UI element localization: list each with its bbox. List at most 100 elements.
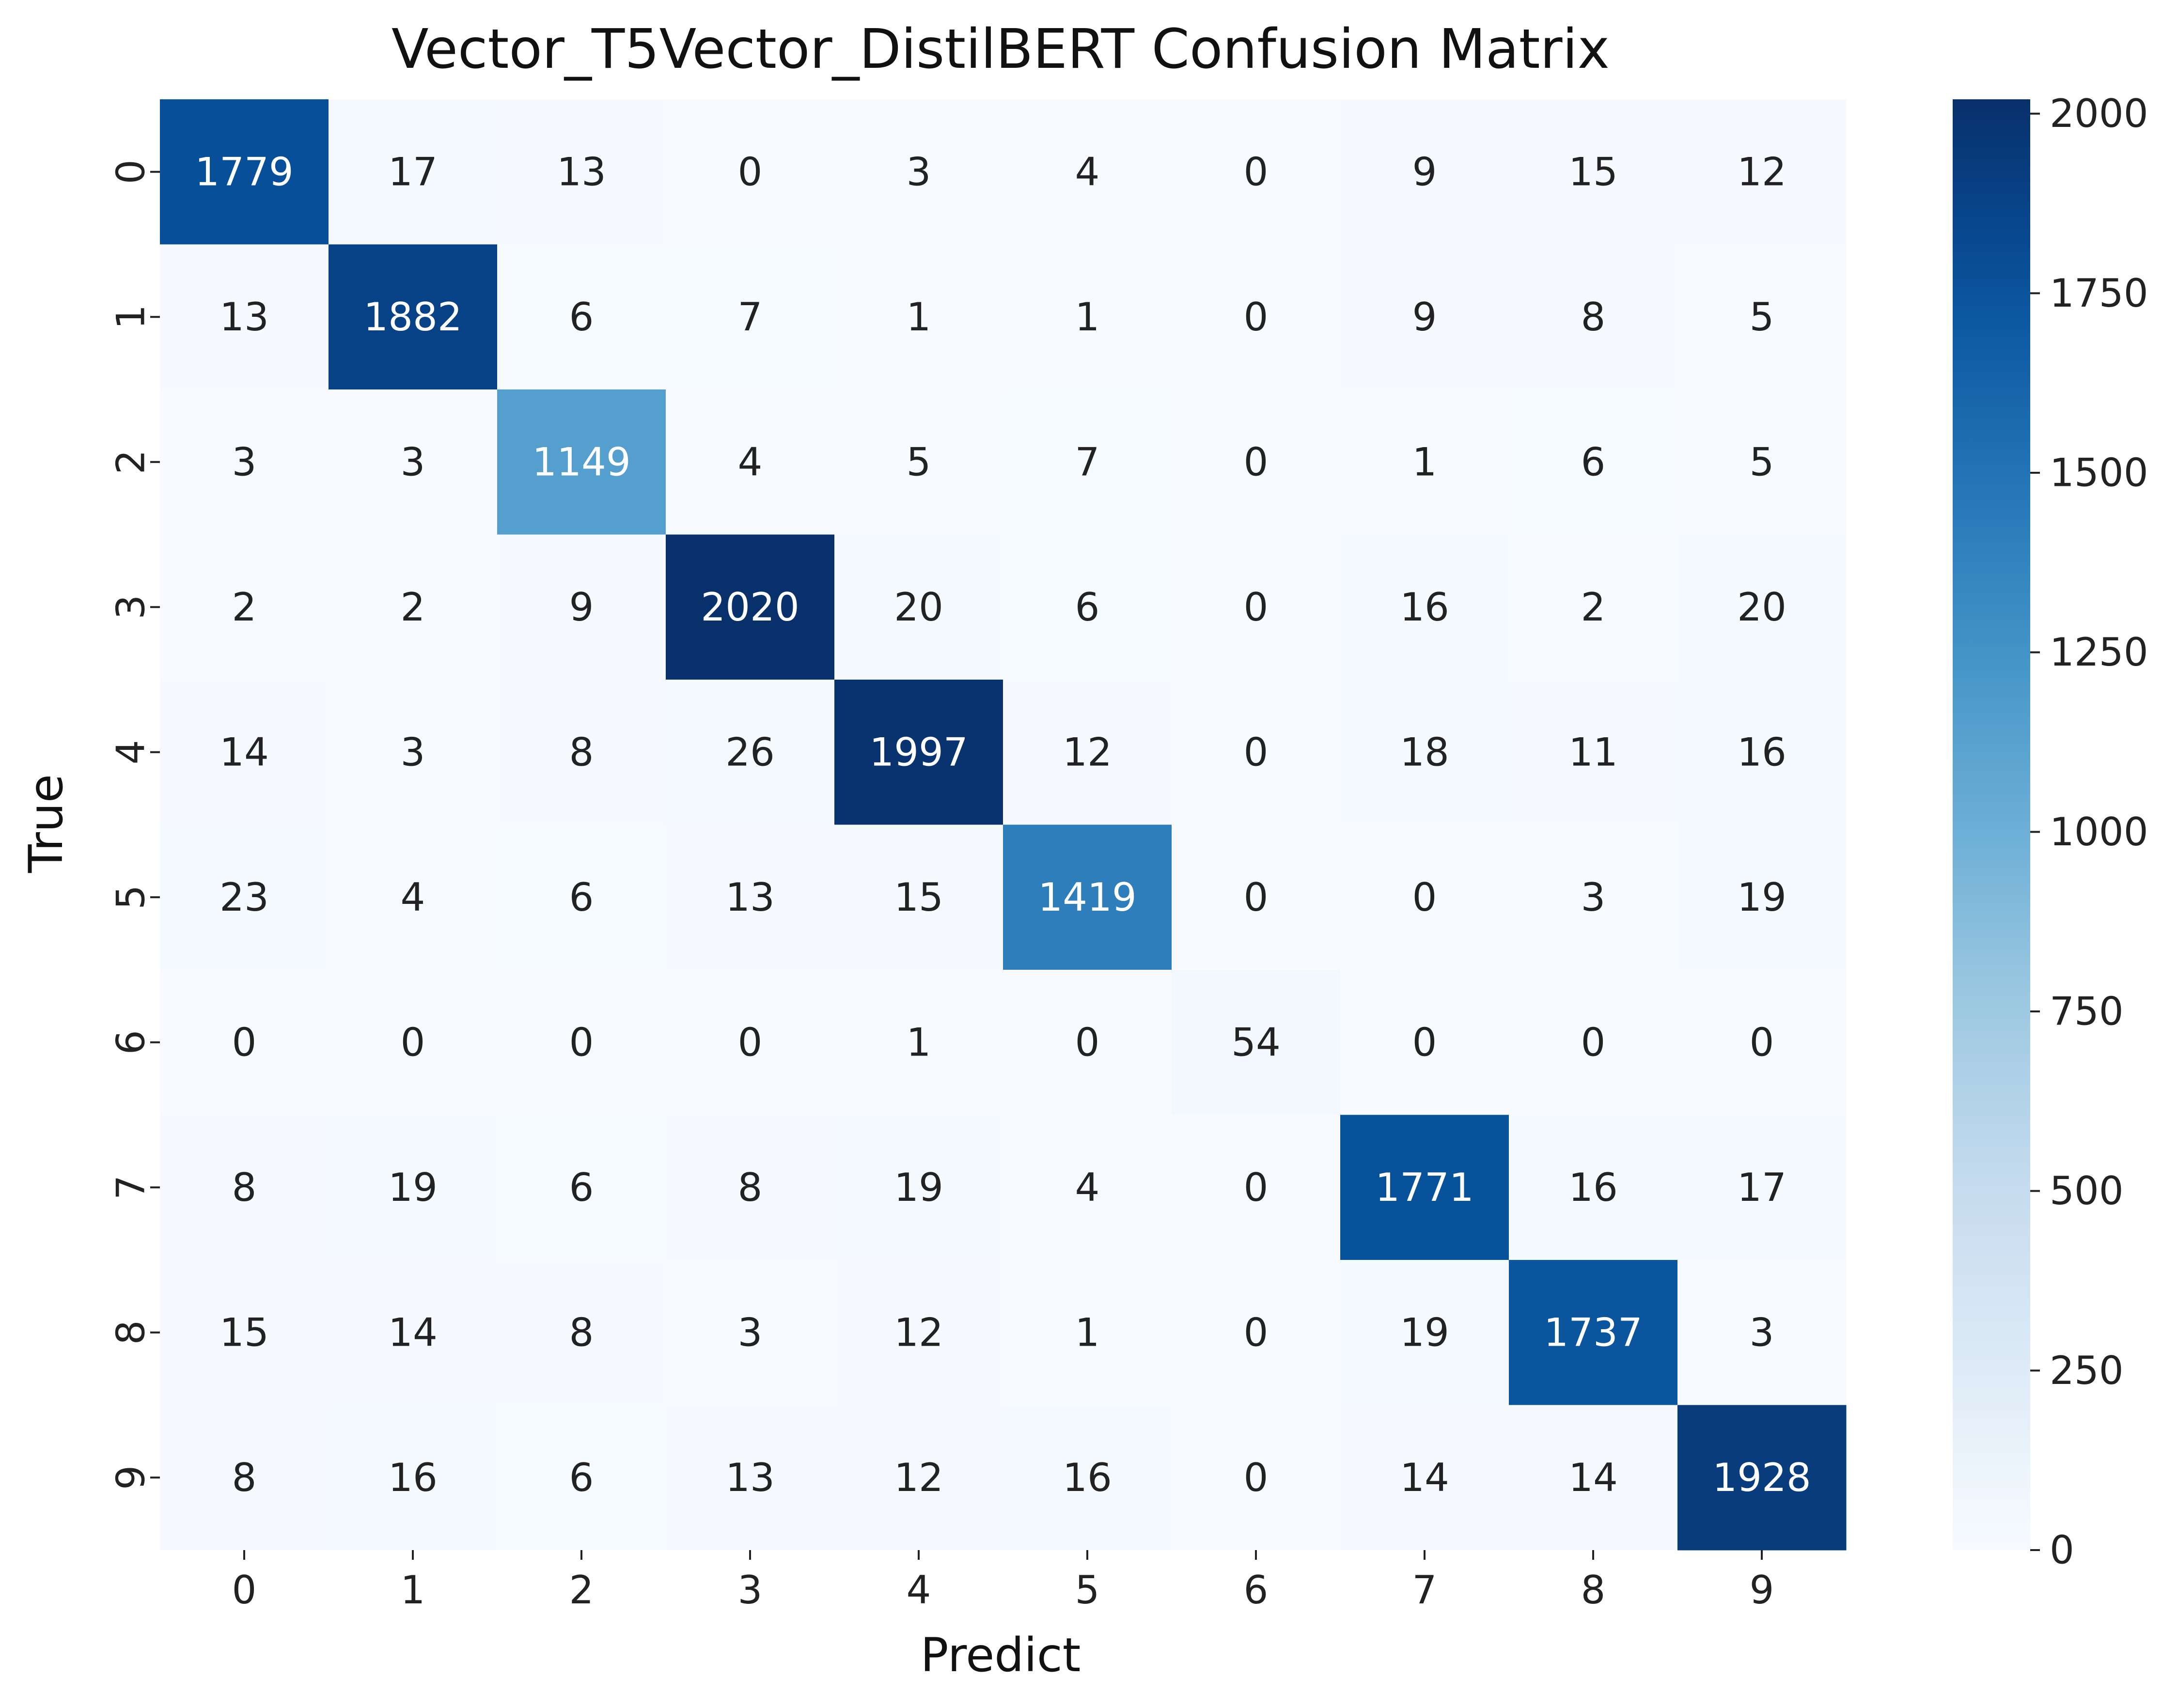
cell-value-6-3: 0 bbox=[738, 1020, 763, 1065]
cell-9-1 bbox=[329, 1405, 498, 1551]
cell-9-6 bbox=[1172, 1405, 1341, 1551]
cell-4-4 bbox=[834, 680, 1003, 825]
cell-7-2 bbox=[497, 1115, 666, 1260]
cell-value-2-0: 3 bbox=[232, 439, 257, 484]
cell-value-6-9: 0 bbox=[1750, 1020, 1774, 1065]
cell-4-1 bbox=[329, 680, 498, 825]
colorbar-tick-label-1500: 1500 bbox=[2050, 450, 2148, 495]
cell-2-3 bbox=[666, 389, 835, 535]
cell-7-7 bbox=[1340, 1115, 1509, 1260]
y-tick-label-5: 5 bbox=[109, 885, 154, 910]
cell-value-4-3: 26 bbox=[725, 730, 775, 775]
x-axis-label: Predict bbox=[921, 1628, 1081, 1682]
cell-value-7-7: 1771 bbox=[1375, 1165, 1474, 1210]
cell-2-5 bbox=[1003, 389, 1172, 535]
y-axis-ticks: 0 1 2 3 4 5 6 7 8 9 bbox=[109, 159, 160, 1490]
cell-0-5 bbox=[1003, 99, 1172, 245]
cell-value-1-6: 0 bbox=[1244, 295, 1269, 340]
cell-7-5 bbox=[1003, 1115, 1172, 1260]
cell-value-8-6: 0 bbox=[1244, 1310, 1269, 1355]
cell-1-4 bbox=[834, 244, 1003, 390]
cell-value-6-0: 0 bbox=[232, 1020, 257, 1065]
cell-value-1-0: 13 bbox=[219, 295, 269, 340]
cell-1-6 bbox=[1172, 244, 1341, 390]
cell-5-0 bbox=[160, 824, 329, 970]
cell-value-0-1: 17 bbox=[388, 149, 438, 194]
cell-value-0-9: 12 bbox=[1737, 149, 1786, 194]
cell-value-3-1: 2 bbox=[401, 585, 425, 630]
x-tick-label-1: 1 bbox=[401, 1568, 425, 1613]
cell-3-5 bbox=[1003, 534, 1172, 680]
cell-value-4-0: 14 bbox=[219, 730, 269, 775]
x-tick-label-7: 7 bbox=[1412, 1568, 1437, 1613]
colorbar-gradient bbox=[1953, 99, 2030, 1550]
cell-2-1 bbox=[329, 389, 498, 535]
cell-value-8-3: 3 bbox=[738, 1310, 763, 1355]
colorbar-tick-label-1750: 1750 bbox=[2050, 271, 2148, 316]
cell-value-2-2: 1149 bbox=[532, 439, 631, 484]
cell-5-4 bbox=[834, 824, 1003, 970]
cell-8-7 bbox=[1340, 1260, 1509, 1405]
cell-1-5 bbox=[1003, 244, 1172, 390]
cell-3-3 bbox=[666, 534, 835, 680]
cell-0-8 bbox=[1509, 99, 1678, 245]
cell-0-0 bbox=[160, 99, 329, 245]
y-axis-label: True bbox=[19, 774, 73, 873]
cell-9-7 bbox=[1340, 1405, 1509, 1551]
cell-value-1-3: 7 bbox=[738, 295, 763, 340]
cell-value-6-4: 1 bbox=[907, 1020, 931, 1065]
cell-8-4 bbox=[834, 1260, 1003, 1405]
cell-0-6 bbox=[1172, 99, 1341, 245]
cell-5-8 bbox=[1509, 824, 1678, 970]
cell-value-8-7: 19 bbox=[1400, 1310, 1449, 1355]
cell-5-3 bbox=[666, 824, 835, 970]
cell-value-3-5: 6 bbox=[1075, 585, 1100, 630]
cell-2-7 bbox=[1340, 389, 1509, 535]
cell-5-6 bbox=[1172, 824, 1341, 970]
cell-value-8-9: 3 bbox=[1750, 1310, 1774, 1355]
cell-3-7 bbox=[1340, 534, 1509, 680]
cell-3-8 bbox=[1509, 534, 1678, 680]
cell-value-9-0: 8 bbox=[232, 1455, 257, 1500]
cell-5-2 bbox=[497, 824, 666, 970]
cell-value-6-5: 0 bbox=[1075, 1020, 1100, 1065]
cell-value-2-4: 5 bbox=[907, 439, 931, 484]
cell-5-1 bbox=[329, 824, 498, 970]
cell-4-3 bbox=[666, 680, 835, 825]
cell-value-5-9: 19 bbox=[1737, 875, 1786, 920]
cell-value-7-6: 0 bbox=[1244, 1165, 1269, 1210]
cell-5-5 bbox=[1003, 824, 1172, 970]
cell-value-3-2: 9 bbox=[569, 585, 594, 630]
cell-9-8 bbox=[1509, 1405, 1678, 1551]
cell-value-4-2: 8 bbox=[569, 730, 594, 775]
cell-value-4-5: 12 bbox=[1063, 730, 1112, 775]
cell-value-3-7: 16 bbox=[1400, 585, 1449, 630]
colorbar: 0 250 500 750 1000 1250 1500 1750 2000 bbox=[1953, 91, 2148, 1573]
cell-1-0 bbox=[160, 244, 329, 390]
cell-value-2-3: 4 bbox=[738, 439, 763, 484]
cell-value-3-9: 20 bbox=[1737, 585, 1786, 630]
cell-value-9-6: 0 bbox=[1244, 1455, 1269, 1500]
cell-value-5-4: 15 bbox=[894, 875, 943, 920]
cell-value-8-0: 15 bbox=[219, 1310, 269, 1355]
cell-0-9 bbox=[1677, 99, 1847, 245]
cell-value-9-8: 14 bbox=[1568, 1455, 1618, 1500]
cell-value-6-8: 0 bbox=[1581, 1020, 1606, 1065]
cell-4-5 bbox=[1003, 680, 1172, 825]
cell-9-0 bbox=[160, 1405, 329, 1551]
cell-8-8 bbox=[1509, 1260, 1678, 1405]
cell-value-4-6: 0 bbox=[1244, 730, 1269, 775]
cell-0-1 bbox=[329, 99, 498, 245]
cell-3-4 bbox=[834, 534, 1003, 680]
cell-8-1 bbox=[329, 1260, 498, 1405]
y-tick-label-6: 6 bbox=[109, 1030, 154, 1055]
cell-value-4-8: 11 bbox=[1568, 730, 1618, 775]
cell-1-8 bbox=[1509, 244, 1678, 390]
cell-value-9-2: 6 bbox=[569, 1455, 594, 1500]
cell-value-9-7: 14 bbox=[1400, 1455, 1449, 1500]
cell-6-5 bbox=[1003, 970, 1172, 1115]
cell-7-6 bbox=[1172, 1115, 1341, 1260]
cell-value-4-4: 1997 bbox=[869, 730, 968, 775]
cell-7-9 bbox=[1677, 1115, 1847, 1260]
